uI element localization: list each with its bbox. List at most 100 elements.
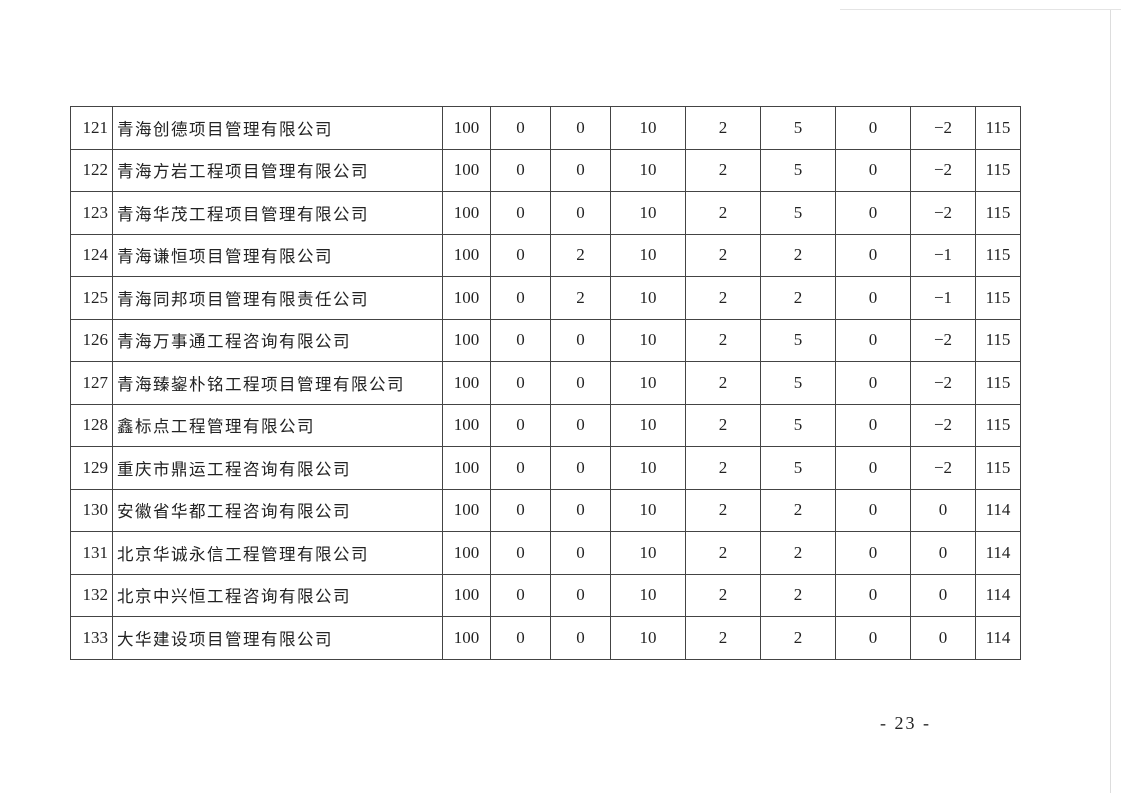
score-cell: 2 xyxy=(685,403,761,447)
score-cell: 2 xyxy=(760,233,836,277)
total-score: 114 xyxy=(975,616,1021,660)
score-cell: 5 xyxy=(760,403,836,447)
row-number: 127 xyxy=(70,361,113,405)
score-cell: 0 xyxy=(550,318,611,362)
table-row: 122 青海方岩工程项目管理有限公司 100 0 0 10 2 5 0 −2 115 xyxy=(70,148,1021,192)
table-row: 127 青海臻鋆朴铭工程项目管理有限公司 100 0 0 10 2 5 0 −2 115 xyxy=(70,361,1021,405)
score-cell: 2 xyxy=(760,531,836,575)
company-name: 青海臻鋆朴铭工程项目管理有限公司 xyxy=(112,361,443,405)
score-cell: −1 xyxy=(910,276,976,320)
score-cell: 0 xyxy=(490,361,551,405)
score-cell: −2 xyxy=(910,446,976,490)
score-cell: 0 xyxy=(550,446,611,490)
score-cell: 10 xyxy=(610,446,686,490)
total-score: 114 xyxy=(975,573,1021,617)
score-cell: 100 xyxy=(442,531,491,575)
score-cell: 10 xyxy=(610,106,686,150)
row-number: 121 xyxy=(70,106,113,150)
score-cell: 100 xyxy=(442,361,491,405)
score-cell: 100 xyxy=(442,148,491,192)
score-cell: 0 xyxy=(835,106,911,150)
score-cell: 5 xyxy=(760,361,836,405)
score-cell: 2 xyxy=(685,488,761,532)
score-cell: 0 xyxy=(835,318,911,362)
row-number: 129 xyxy=(70,446,113,490)
table-row: 128 鑫标点工程管理有限公司 100 0 0 10 2 5 0 −2 115 xyxy=(70,403,1021,447)
score-cell: 0 xyxy=(910,573,976,617)
score-cell: 2 xyxy=(685,148,761,192)
score-cell: 0 xyxy=(835,233,911,277)
score-cell: 100 xyxy=(442,276,491,320)
score-cell: 10 xyxy=(610,488,686,532)
row-number: 124 xyxy=(70,233,113,277)
company-name: 鑫标点工程管理有限公司 xyxy=(112,403,443,447)
score-cell: 2 xyxy=(685,531,761,575)
score-cell: 10 xyxy=(610,191,686,235)
company-name: 青海同邦项目管理有限责任公司 xyxy=(112,276,443,320)
score-cell: 0 xyxy=(910,531,976,575)
score-cell: 0 xyxy=(490,106,551,150)
score-cell: −2 xyxy=(910,148,976,192)
row-number: 125 xyxy=(70,276,113,320)
score-cell: 0 xyxy=(910,488,976,532)
company-name: 北京中兴恒工程咨询有限公司 xyxy=(112,573,443,617)
score-cell: 10 xyxy=(610,573,686,617)
score-cell: 0 xyxy=(490,276,551,320)
scan-edge-right xyxy=(1110,10,1111,793)
table-row: 125 青海同邦项目管理有限责任公司 100 0 2 10 2 2 0 −1 115 xyxy=(70,276,1021,320)
score-cell: −1 xyxy=(910,233,976,277)
table-row: 129 重庆市鼎运工程咨询有限公司 100 0 0 10 2 5 0 −2 115 xyxy=(70,446,1021,490)
score-cell: 2 xyxy=(685,233,761,277)
score-cell: 2 xyxy=(685,361,761,405)
score-cell: 0 xyxy=(550,403,611,447)
score-cell: 2 xyxy=(685,446,761,490)
score-cell: 2 xyxy=(760,616,836,660)
table-row: 123 青海华茂工程项目管理有限公司 100 0 0 10 2 5 0 −2 115 xyxy=(70,191,1021,235)
company-name: 大华建设项目管理有限公司 xyxy=(112,616,443,660)
score-cell: 10 xyxy=(610,318,686,362)
table-row: 121 青海创德项目管理有限公司 100 0 0 10 2 5 0 −2 115 xyxy=(70,106,1021,150)
score-cell: 0 xyxy=(490,446,551,490)
score-cell: 0 xyxy=(550,148,611,192)
row-number: 126 xyxy=(70,318,113,362)
score-cell: 0 xyxy=(490,616,551,660)
score-cell: 100 xyxy=(442,318,491,362)
score-cell: 0 xyxy=(835,531,911,575)
table-row: 124 青海谦恒项目管理有限公司 100 0 2 10 2 2 0 −1 115 xyxy=(70,233,1021,277)
company-name: 青海华茂工程项目管理有限公司 xyxy=(112,191,443,235)
row-number: 133 xyxy=(70,616,113,660)
total-score: 115 xyxy=(975,148,1021,192)
total-score: 115 xyxy=(975,318,1021,362)
score-cell: 2 xyxy=(550,276,611,320)
page-number: - 23 - xyxy=(880,713,931,733)
total-score: 115 xyxy=(975,106,1021,150)
score-cell: 2 xyxy=(685,276,761,320)
score-cell: 0 xyxy=(490,573,551,617)
score-cell: 0 xyxy=(835,361,911,405)
total-score: 115 xyxy=(975,361,1021,405)
score-cell: 10 xyxy=(610,531,686,575)
score-cell: −2 xyxy=(910,403,976,447)
score-cell: 5 xyxy=(760,191,836,235)
score-cell: 2 xyxy=(760,276,836,320)
row-number: 123 xyxy=(70,191,113,235)
score-cell: 10 xyxy=(610,361,686,405)
total-score: 115 xyxy=(975,191,1021,235)
total-score: 115 xyxy=(975,446,1021,490)
score-cell: 0 xyxy=(490,148,551,192)
score-cell: −2 xyxy=(910,318,976,362)
company-name: 重庆市鼎运工程咨询有限公司 xyxy=(112,446,443,490)
row-number: 122 xyxy=(70,148,113,192)
score-cell: 10 xyxy=(610,403,686,447)
total-score: 115 xyxy=(975,233,1021,277)
score-cell: 10 xyxy=(610,616,686,660)
score-cell: 2 xyxy=(760,573,836,617)
score-cell: 100 xyxy=(442,191,491,235)
score-cell: 100 xyxy=(442,403,491,447)
score-cell: 0 xyxy=(835,148,911,192)
score-cell: 5 xyxy=(760,148,836,192)
score-cell: 0 xyxy=(490,488,551,532)
row-number: 130 xyxy=(70,488,113,532)
score-cell: 0 xyxy=(550,488,611,532)
score-cell: 0 xyxy=(550,191,611,235)
